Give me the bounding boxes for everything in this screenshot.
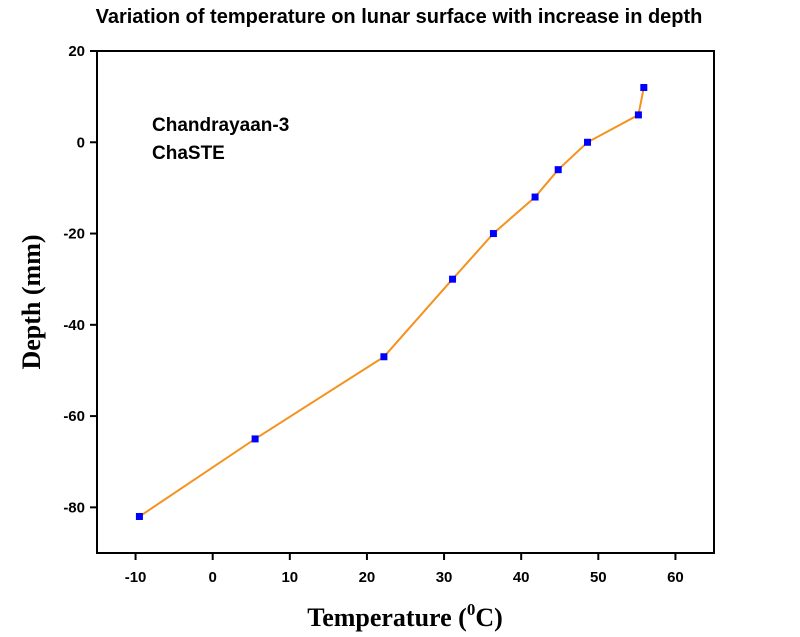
x-tick-label: 60 — [667, 569, 684, 586]
data-point-marker — [554, 166, 562, 174]
series-layer — [135, 84, 648, 520]
data-point-marker — [449, 275, 457, 283]
y-tick-label: -20 — [63, 226, 85, 243]
plot-frame — [96, 50, 715, 554]
annotation: Chandrayaan-3 ChaSTE — [152, 115, 289, 164]
chart-title: Variation of temperature on lunar surfac… — [96, 6, 703, 28]
data-point-marker — [531, 193, 539, 201]
tick-labels: -10 0 10 20 30 40 50 60 20 0 -20 -40 -60 -80 — [63, 43, 683, 586]
x-tick-label: 30 — [436, 569, 453, 586]
axis-ticks — [90, 50, 677, 560]
data-point-marker — [634, 111, 642, 119]
x-axis-label-suffix: C) — [475, 603, 502, 632]
annotation-line-2: ChaSTE — [152, 143, 225, 164]
x-axis-label-sup: 0 — [467, 600, 476, 619]
data-point-marker — [135, 512, 143, 520]
data-point-marker — [640, 84, 648, 92]
data-point-marker — [251, 435, 259, 443]
x-tick-label: 10 — [281, 569, 298, 586]
x-tick-label: -10 — [125, 569, 147, 586]
data-point-marker — [380, 353, 388, 361]
x-axis-label-prefix: Temperature ( — [307, 603, 467, 632]
y-tick-label: -60 — [63, 408, 85, 425]
y-axis-label: Depth (mm) — [17, 234, 46, 369]
x-axis-label: Temperature (0C) — [307, 600, 503, 632]
annotation-line-1: Chandrayaan-3 — [152, 115, 289, 136]
y-tick-label: 20 — [68, 43, 85, 60]
data-point-marker — [489, 230, 497, 238]
x-tick-label: 20 — [359, 569, 376, 586]
x-tick-label: 40 — [513, 569, 530, 586]
x-tick-label: 0 — [209, 569, 217, 586]
series-line — [138, 87, 645, 518]
y-tick-label: -80 — [63, 499, 85, 516]
y-tick-label: -40 — [63, 317, 85, 334]
y-tick-label: 0 — [77, 134, 85, 151]
x-tick-label: 50 — [590, 569, 607, 586]
data-point-marker — [584, 138, 592, 146]
